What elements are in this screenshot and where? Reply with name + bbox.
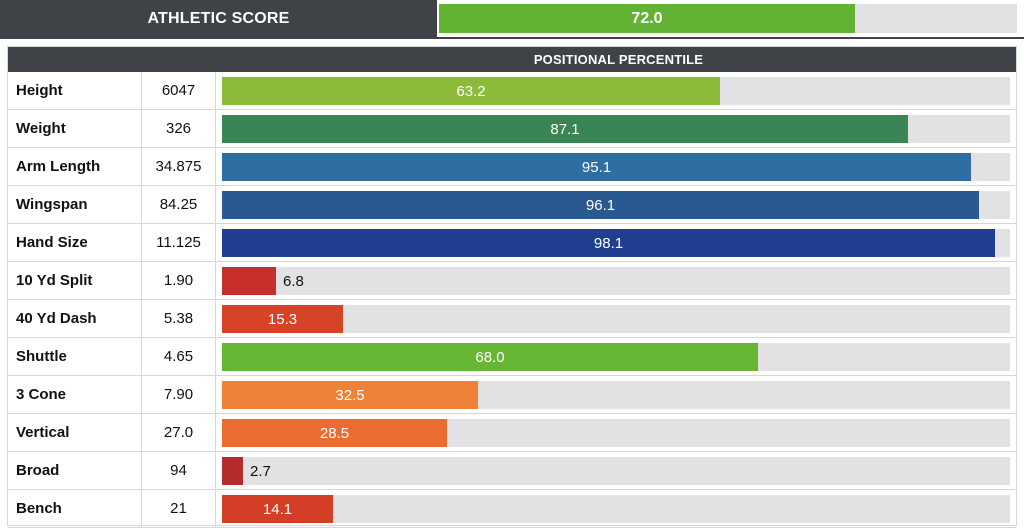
athletic-score-divider: [0, 37, 1024, 39]
table-row: Hand Size 11.125 98.1: [8, 224, 1016, 262]
metric-label: Weight: [8, 110, 142, 147]
percentile-bar: [222, 419, 447, 447]
percentile-bar: [222, 381, 478, 409]
percentile-bar: [222, 343, 758, 371]
table-header: POSITIONAL PERCENTILE: [8, 47, 1016, 72]
metric-measurement: 6047: [142, 72, 216, 109]
percentile-bar: [222, 115, 908, 143]
percentile-bar: [222, 305, 343, 333]
table-row: Shuttle 4.65 68.0: [8, 338, 1016, 376]
percentile-track: 2.7: [222, 457, 1010, 485]
metric-measurement: 21: [142, 490, 216, 527]
percentile-label: 14.1: [262, 500, 293, 518]
metric-measurement: 27.0: [142, 414, 216, 451]
metric-label: Hand Size: [8, 224, 142, 261]
table-row: Bench 21 14.1: [8, 490, 1016, 528]
metric-label: Height: [8, 72, 142, 109]
percentile-label: 6.8: [283, 272, 304, 290]
athletic-score-track: 72.0: [439, 4, 1017, 33]
metric-label: Arm Length: [8, 148, 142, 185]
table-row: Wingspan 84.25 96.1: [8, 186, 1016, 224]
percentile-track: 68.0: [222, 343, 1010, 371]
metric-label: Vertical: [8, 414, 142, 451]
percentile-label: 87.1: [550, 120, 580, 138]
percentile-label: 68.0: [475, 348, 505, 366]
table-row: Vertical 27.0 28.5: [8, 414, 1016, 452]
percentile-bar: [222, 457, 243, 485]
metric-label: 3 Cone: [8, 376, 142, 413]
metric-measurement: 1.90: [142, 262, 216, 299]
athletic-score-value: 72.0: [631, 9, 663, 27]
athletic-score-label: ATHLETIC SCORE: [0, 0, 437, 38]
table-row: 3 Cone 7.90 32.5: [8, 376, 1016, 414]
percentile-bar: [222, 77, 720, 105]
athletic-score-fill: [439, 4, 855, 33]
table-row: Arm Length 34.875 95.1: [8, 148, 1016, 186]
metric-measurement: 94: [142, 452, 216, 489]
percentile-track: 87.1: [222, 115, 1010, 143]
percentile-track: 15.3: [222, 305, 1010, 333]
percentile-label: 95.1: [581, 158, 612, 176]
table-header-title: POSITIONAL PERCENTILE: [533, 52, 704, 67]
table-row: Broad 94 2.7: [8, 452, 1016, 490]
percentile-track: 95.1: [222, 153, 1010, 181]
percentile-label: 98.1: [593, 234, 624, 252]
metric-measurement: 4.65: [142, 338, 216, 375]
percentile-label: 28.5: [319, 424, 350, 442]
percentile-label: 63.2: [456, 82, 486, 100]
percentile-track: 96.1: [222, 191, 1010, 219]
table-row: Height 6047 63.2: [8, 72, 1016, 110]
percentile-bar: [222, 191, 979, 219]
metric-measurement: 34.875: [142, 148, 216, 185]
metric-measurement: 5.38: [142, 300, 216, 337]
percentile-track: 14.1: [222, 495, 1010, 523]
percentile-label: 96.1: [585, 196, 616, 214]
metric-label: 10 Yd Split: [8, 262, 142, 299]
percentile-track: 63.2: [222, 77, 1010, 105]
table-row: Weight 326 87.1: [8, 110, 1016, 148]
metric-label: 40 Yd Dash: [8, 300, 142, 337]
table-row: 10 Yd Split 1.90 6.8: [8, 262, 1016, 300]
percentile-bar: [222, 495, 333, 523]
percentile-track: 32.5: [222, 381, 1010, 409]
metric-measurement: 326: [142, 110, 216, 147]
metric-label: Shuttle: [8, 338, 142, 375]
metric-label: Broad: [8, 452, 142, 489]
metric-measurement: 7.90: [142, 376, 216, 413]
percentile-table: POSITIONAL PERCENTILE Height 6047 63.2 Weig…: [7, 46, 1017, 528]
percentile-bar: [222, 267, 276, 295]
athletic-score-row: ATHLETIC SCORE 72.0: [0, 0, 1024, 39]
percentile-track: 98.1: [222, 229, 1010, 257]
percentile-track: 28.5: [222, 419, 1010, 447]
table-row: 40 Yd Dash 5.38 15.3: [8, 300, 1016, 338]
percentile-label: 32.5: [335, 386, 365, 404]
percentile-label: 15.3: [267, 310, 298, 328]
percentile-bar: [222, 229, 995, 257]
metric-measurement: 84.25: [142, 186, 216, 223]
metric-label: Bench: [8, 490, 142, 527]
percentile-label: 2.7: [250, 462, 271, 480]
metric-measurement: 11.125: [142, 224, 216, 261]
percentile-bar: [222, 153, 971, 181]
metric-label: Wingspan: [8, 186, 142, 223]
percentile-track: 6.8: [222, 267, 1010, 295]
